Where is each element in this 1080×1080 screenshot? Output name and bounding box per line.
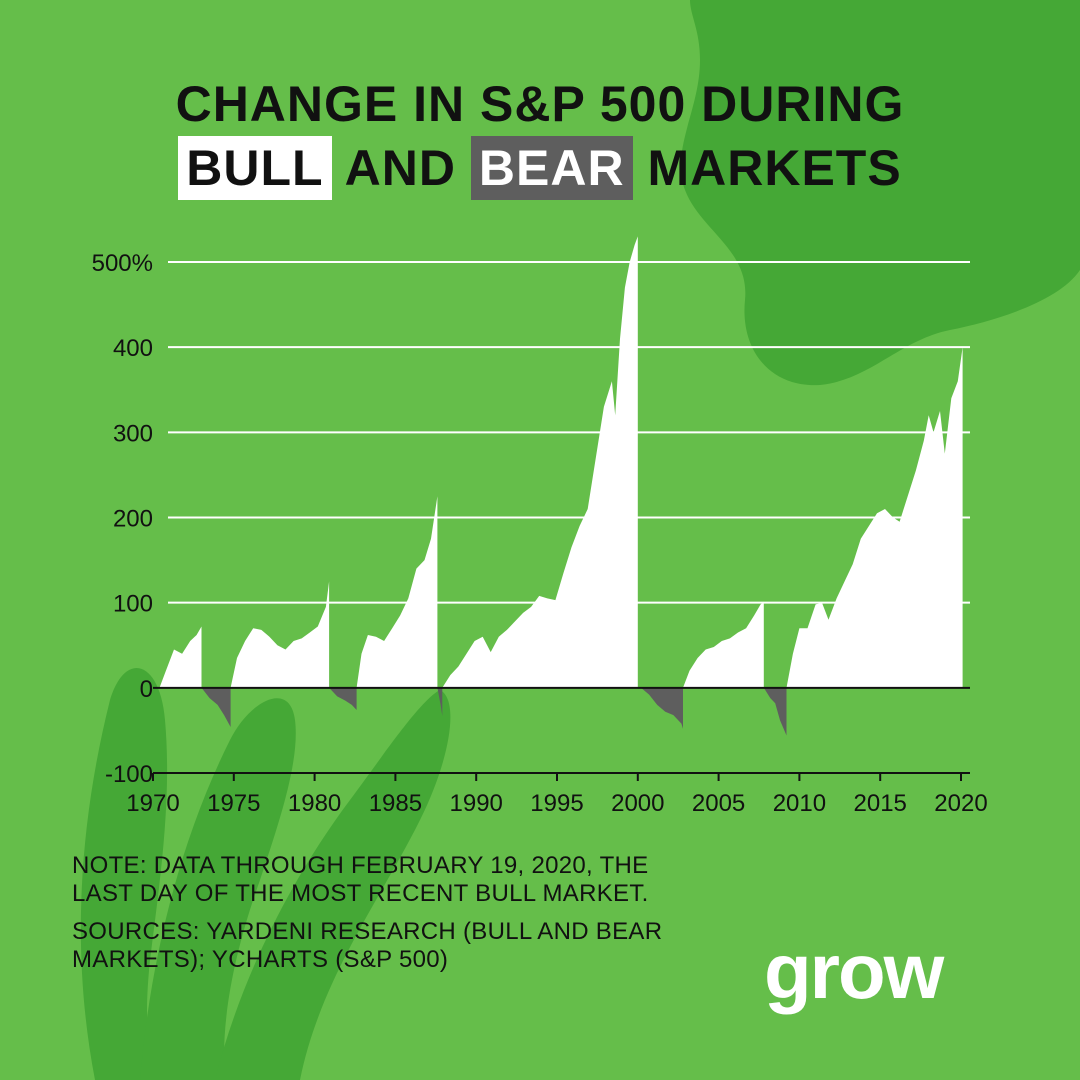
gridlines	[168, 261, 970, 604]
bear-market-area	[201, 687, 231, 727]
y-tick-label: 200	[113, 506, 153, 533]
x-tick-labels: 1970 1975 1980 1985 1990 1995 2000 2005 2010 2015…	[126, 790, 987, 817]
footnotes: NOTE: DATA THROUGH FEBRUARY 19, 2020, TH…	[72, 852, 712, 984]
bull-market-area	[442, 236, 638, 688]
x-tick-label: 2005	[692, 790, 745, 817]
grow-logo: grow	[764, 927, 944, 1015]
y-tick-label: 300	[113, 420, 153, 447]
bear-highlight: BEAR	[470, 136, 633, 200]
plant-leaf-left	[80, 667, 168, 1080]
title-line-1: CHANGE IN S&P 500 DURING	[175, 76, 905, 132]
bear-market-area	[641, 687, 683, 729]
y-tick-label: 0	[140, 676, 153, 703]
bear-market-area	[763, 687, 787, 736]
data-note: NOTE: DATA THROUGH FEBRUARY 19, 2020, TH…	[72, 852, 649, 907]
y-tick-label: 100	[113, 591, 153, 618]
bear-market-area	[437, 687, 443, 716]
bull-market-area	[356, 496, 438, 688]
y-tick-label: 500%	[92, 250, 153, 277]
x-tick-label: 1980	[288, 790, 341, 817]
bull-highlight: BULL	[178, 136, 332, 200]
y-tick-labels: 500% 400 300 200 100 0 -100	[92, 250, 153, 788]
bear-market-area	[329, 687, 357, 710]
x-tick-label: 2010	[773, 790, 826, 817]
axes	[152, 686, 970, 781]
x-tick-label: 1995	[530, 790, 583, 817]
bull-market-area	[786, 347, 963, 688]
top-right-blob	[680, 0, 1080, 386]
x-tick-label: 1985	[369, 790, 422, 817]
sources-note: SOURCES: YARDENI RESEARCH (BULL AND BEAR…	[72, 918, 663, 973]
bull-market-area	[230, 581, 330, 688]
x-tick-label: 2000	[611, 790, 664, 817]
title-line-2: BULL AND BEAR MARKETS	[0, 136, 1080, 200]
title-and: AND	[344, 140, 456, 196]
market-areas	[159, 236, 963, 736]
title-markets: MARKETS	[647, 140, 902, 196]
y-tick-label: -100	[105, 761, 153, 788]
plant-leaf-right	[215, 690, 451, 1080]
plant-leaf-middle	[140, 698, 296, 1080]
bull-market-area	[683, 601, 764, 688]
x-tick-label: 2015	[854, 790, 907, 817]
x-tick-label: 2020	[934, 790, 987, 817]
bull-market-area	[159, 626, 202, 688]
y-tick-label: 400	[113, 335, 153, 362]
x-tick-label: 1975	[207, 790, 260, 817]
chart-title: CHANGE IN S&P 500 DURING BULL AND BEAR M…	[0, 72, 1080, 200]
x-tick-label: 1970	[126, 790, 179, 817]
x-tick-label: 1990	[450, 790, 503, 817]
